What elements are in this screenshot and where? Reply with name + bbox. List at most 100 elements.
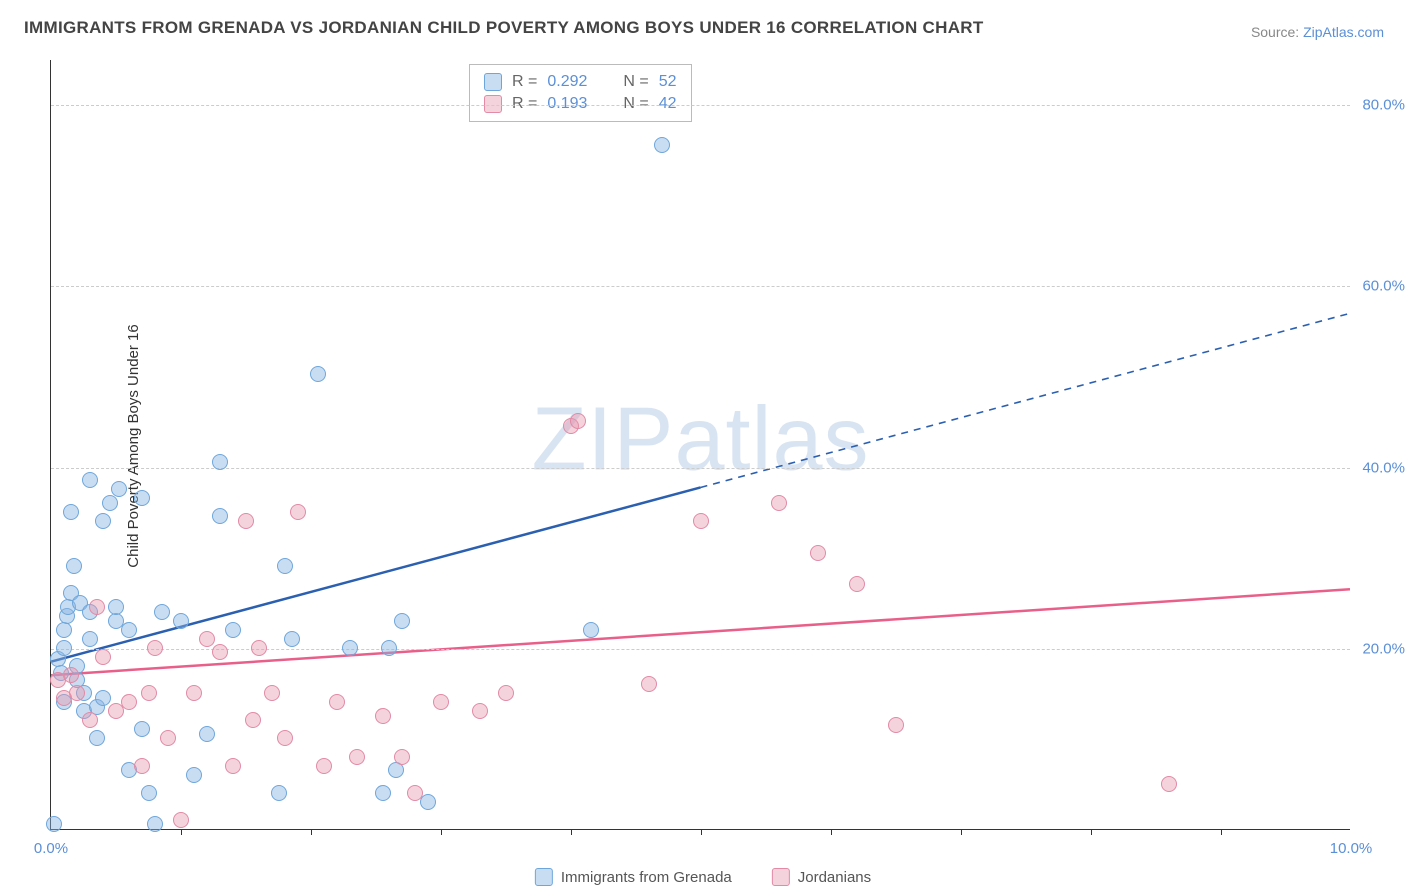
watermark: ZIPatlas bbox=[531, 388, 869, 491]
data-point-jordanians bbox=[472, 703, 488, 719]
data-point-grenada bbox=[102, 495, 118, 511]
data-point-grenada bbox=[134, 490, 150, 506]
swatch-grenada bbox=[484, 73, 502, 91]
x-tick-mark bbox=[441, 829, 442, 835]
x-tick-mark bbox=[311, 829, 312, 835]
stats-row-grenada: R = 0.292 N = 52 bbox=[484, 71, 677, 93]
data-point-jordanians bbox=[888, 717, 904, 733]
data-point-grenada bbox=[186, 767, 202, 783]
data-point-jordanians bbox=[375, 708, 391, 724]
data-point-grenada bbox=[121, 622, 137, 638]
source-attribution: Source: ZipAtlas.com bbox=[1251, 24, 1384, 40]
data-point-grenada bbox=[271, 785, 287, 801]
stats-box: R = 0.292 N = 52 R = 0.193 N = 42 bbox=[469, 64, 692, 122]
x-tick-mark bbox=[181, 829, 182, 835]
data-point-grenada bbox=[212, 508, 228, 524]
x-tick-mark bbox=[831, 829, 832, 835]
legend-item-grenada: Immigrants from Grenada bbox=[535, 868, 732, 886]
data-point-jordanians bbox=[186, 685, 202, 701]
data-point-grenada bbox=[375, 785, 391, 801]
data-point-grenada bbox=[82, 631, 98, 647]
data-point-jordanians bbox=[212, 644, 228, 660]
data-point-jordanians bbox=[141, 685, 157, 701]
x-tick-label: 0.0% bbox=[34, 840, 68, 857]
y-tick-label: 80.0% bbox=[1362, 97, 1405, 114]
data-point-jordanians bbox=[349, 749, 365, 765]
data-point-grenada bbox=[654, 137, 670, 153]
stats-n-grenada: 52 bbox=[659, 73, 677, 91]
data-point-grenada bbox=[277, 558, 293, 574]
data-point-jordanians bbox=[251, 640, 267, 656]
data-point-jordanians bbox=[245, 712, 261, 728]
data-point-jordanians bbox=[160, 730, 176, 746]
data-point-grenada bbox=[154, 604, 170, 620]
data-point-grenada bbox=[381, 640, 397, 656]
data-point-jordanians bbox=[771, 495, 787, 511]
stats-r-jordanians: 0.193 bbox=[547, 95, 587, 113]
x-tick-mark bbox=[701, 829, 702, 835]
data-point-jordanians bbox=[641, 676, 657, 692]
data-point-grenada bbox=[56, 640, 72, 656]
data-point-jordanians bbox=[63, 667, 79, 683]
data-point-jordanians bbox=[1161, 776, 1177, 792]
source-link[interactable]: ZipAtlas.com bbox=[1303, 24, 1384, 40]
data-point-jordanians bbox=[290, 504, 306, 520]
stats-r-label: R = bbox=[512, 73, 537, 91]
data-point-grenada bbox=[82, 472, 98, 488]
legend-label-jordanians: Jordanians bbox=[798, 869, 871, 886]
data-point-grenada bbox=[342, 640, 358, 656]
data-point-grenada bbox=[147, 816, 163, 832]
data-point-jordanians bbox=[693, 513, 709, 529]
swatch-jordanians bbox=[484, 95, 502, 113]
data-point-grenada bbox=[63, 504, 79, 520]
x-tick-label: 10.0% bbox=[1330, 840, 1373, 857]
data-point-grenada bbox=[284, 631, 300, 647]
data-point-jordanians bbox=[134, 758, 150, 774]
data-point-jordanians bbox=[433, 694, 449, 710]
y-tick-label: 60.0% bbox=[1362, 278, 1405, 295]
y-tick-label: 20.0% bbox=[1362, 640, 1405, 657]
data-point-jordanians bbox=[264, 685, 280, 701]
stats-row-jordanians: R = 0.193 N = 42 bbox=[484, 93, 677, 115]
data-point-jordanians bbox=[394, 749, 410, 765]
data-point-grenada bbox=[46, 816, 62, 832]
legend: Immigrants from Grenada Jordanians bbox=[535, 868, 871, 886]
data-point-jordanians bbox=[89, 599, 105, 615]
x-tick-mark bbox=[961, 829, 962, 835]
stats-n-jordanians: 42 bbox=[659, 95, 677, 113]
data-point-jordanians bbox=[238, 513, 254, 529]
data-point-jordanians bbox=[121, 694, 137, 710]
data-point-grenada bbox=[95, 513, 111, 529]
data-point-grenada bbox=[310, 366, 326, 382]
data-point-jordanians bbox=[225, 758, 241, 774]
legend-swatch-grenada bbox=[535, 868, 553, 886]
data-point-grenada bbox=[108, 599, 124, 615]
y-tick-label: 40.0% bbox=[1362, 459, 1405, 476]
grid-line bbox=[51, 105, 1350, 106]
data-point-grenada bbox=[199, 726, 215, 742]
data-point-grenada bbox=[141, 785, 157, 801]
data-point-grenada bbox=[134, 721, 150, 737]
data-point-grenada bbox=[95, 690, 111, 706]
stats-n-label: N = bbox=[623, 73, 648, 91]
chart-title: IMMIGRANTS FROM GRENADA VS JORDANIAN CHI… bbox=[24, 18, 984, 38]
data-point-jordanians bbox=[810, 545, 826, 561]
data-point-jordanians bbox=[316, 758, 332, 774]
source-prefix: Source: bbox=[1251, 24, 1303, 40]
data-point-jordanians bbox=[498, 685, 514, 701]
data-point-jordanians bbox=[173, 812, 189, 828]
data-point-grenada bbox=[173, 613, 189, 629]
grid-line bbox=[51, 649, 1350, 650]
stats-r-grenada: 0.292 bbox=[547, 73, 587, 91]
data-point-jordanians bbox=[329, 694, 345, 710]
grid-line bbox=[51, 468, 1350, 469]
data-point-jordanians bbox=[277, 730, 293, 746]
data-point-jordanians bbox=[570, 413, 586, 429]
data-point-grenada bbox=[420, 794, 436, 810]
data-point-grenada bbox=[66, 558, 82, 574]
data-point-grenada bbox=[56, 622, 72, 638]
data-point-grenada bbox=[89, 730, 105, 746]
data-point-jordanians bbox=[147, 640, 163, 656]
data-point-jordanians bbox=[407, 785, 423, 801]
plot-area: ZIPatlas R = 0.292 N = 52 R = 0.193 N = … bbox=[50, 60, 1350, 830]
